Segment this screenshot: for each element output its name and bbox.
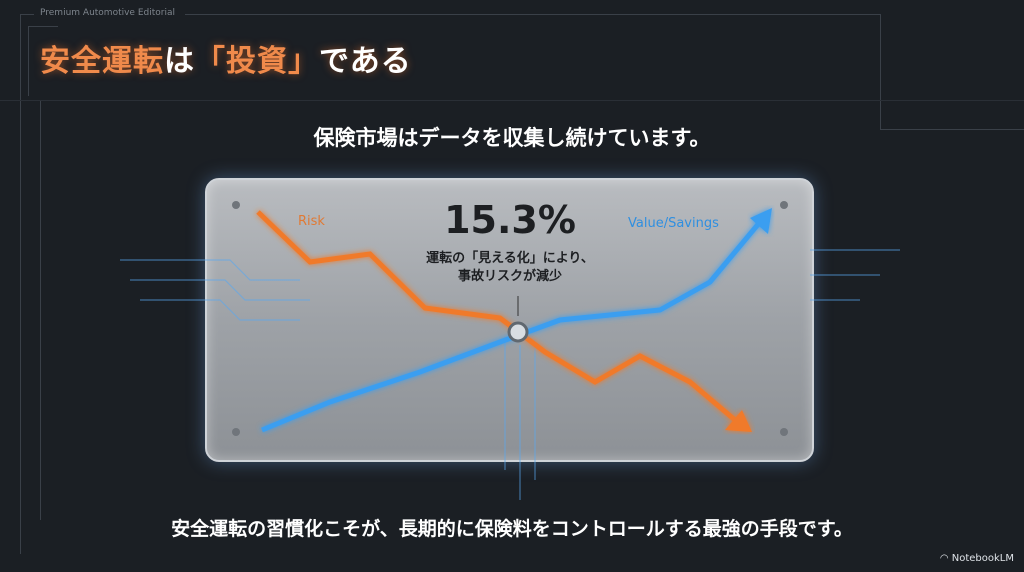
value-savings-label: Value/Savings (628, 216, 719, 231)
footer-message: 安全運転の習慣化こそが、長期的に保険料をコントロールする最強の手段です。 (171, 518, 853, 540)
panel-screws (232, 201, 788, 436)
stat-note: 運転の「見える化」により、 事故リスクが減少 (395, 250, 625, 286)
frame-line (880, 129, 1024, 130)
risk-arrowhead (725, 410, 752, 432)
frame-line (185, 14, 880, 15)
frame-line (28, 26, 58, 27)
title-text: は (164, 44, 195, 79)
notebooklm-logo: ◠ NotebookLM (940, 553, 1014, 564)
subtitle: 保険市場はデータを収集し続けています。 (313, 126, 711, 150)
page-title: 安全運転は「投資」である (40, 36, 412, 80)
stat-note-line: 運転の「見える化」により、 (426, 251, 594, 266)
frame-line (28, 26, 29, 96)
logo-text: NotebookLM (951, 553, 1014, 564)
title-text: である (319, 44, 412, 79)
frame-line (20, 14, 21, 554)
title-highlight: 「投資」 (195, 44, 319, 79)
value-line (261, 220, 762, 433)
circuit-lines (120, 249, 900, 500)
risk-line (256, 210, 737, 422)
frame-line (20, 14, 34, 15)
frame-line (880, 14, 881, 129)
stat-note-line: 事故リスクが減少 (457, 269, 562, 284)
intersection-node (507, 321, 529, 343)
title-highlight: 安全運転 (40, 44, 164, 79)
value-arrowhead (750, 208, 772, 234)
glass-panel (205, 178, 814, 462)
kicker: Premium Automotive Editorial (40, 8, 175, 18)
logo-icon: ◠ (939, 553, 952, 564)
frame-line (40, 100, 41, 520)
frame-line (0, 100, 1024, 101)
stat-value: 15.3% (444, 198, 576, 242)
risk-label: Risk (298, 214, 325, 229)
